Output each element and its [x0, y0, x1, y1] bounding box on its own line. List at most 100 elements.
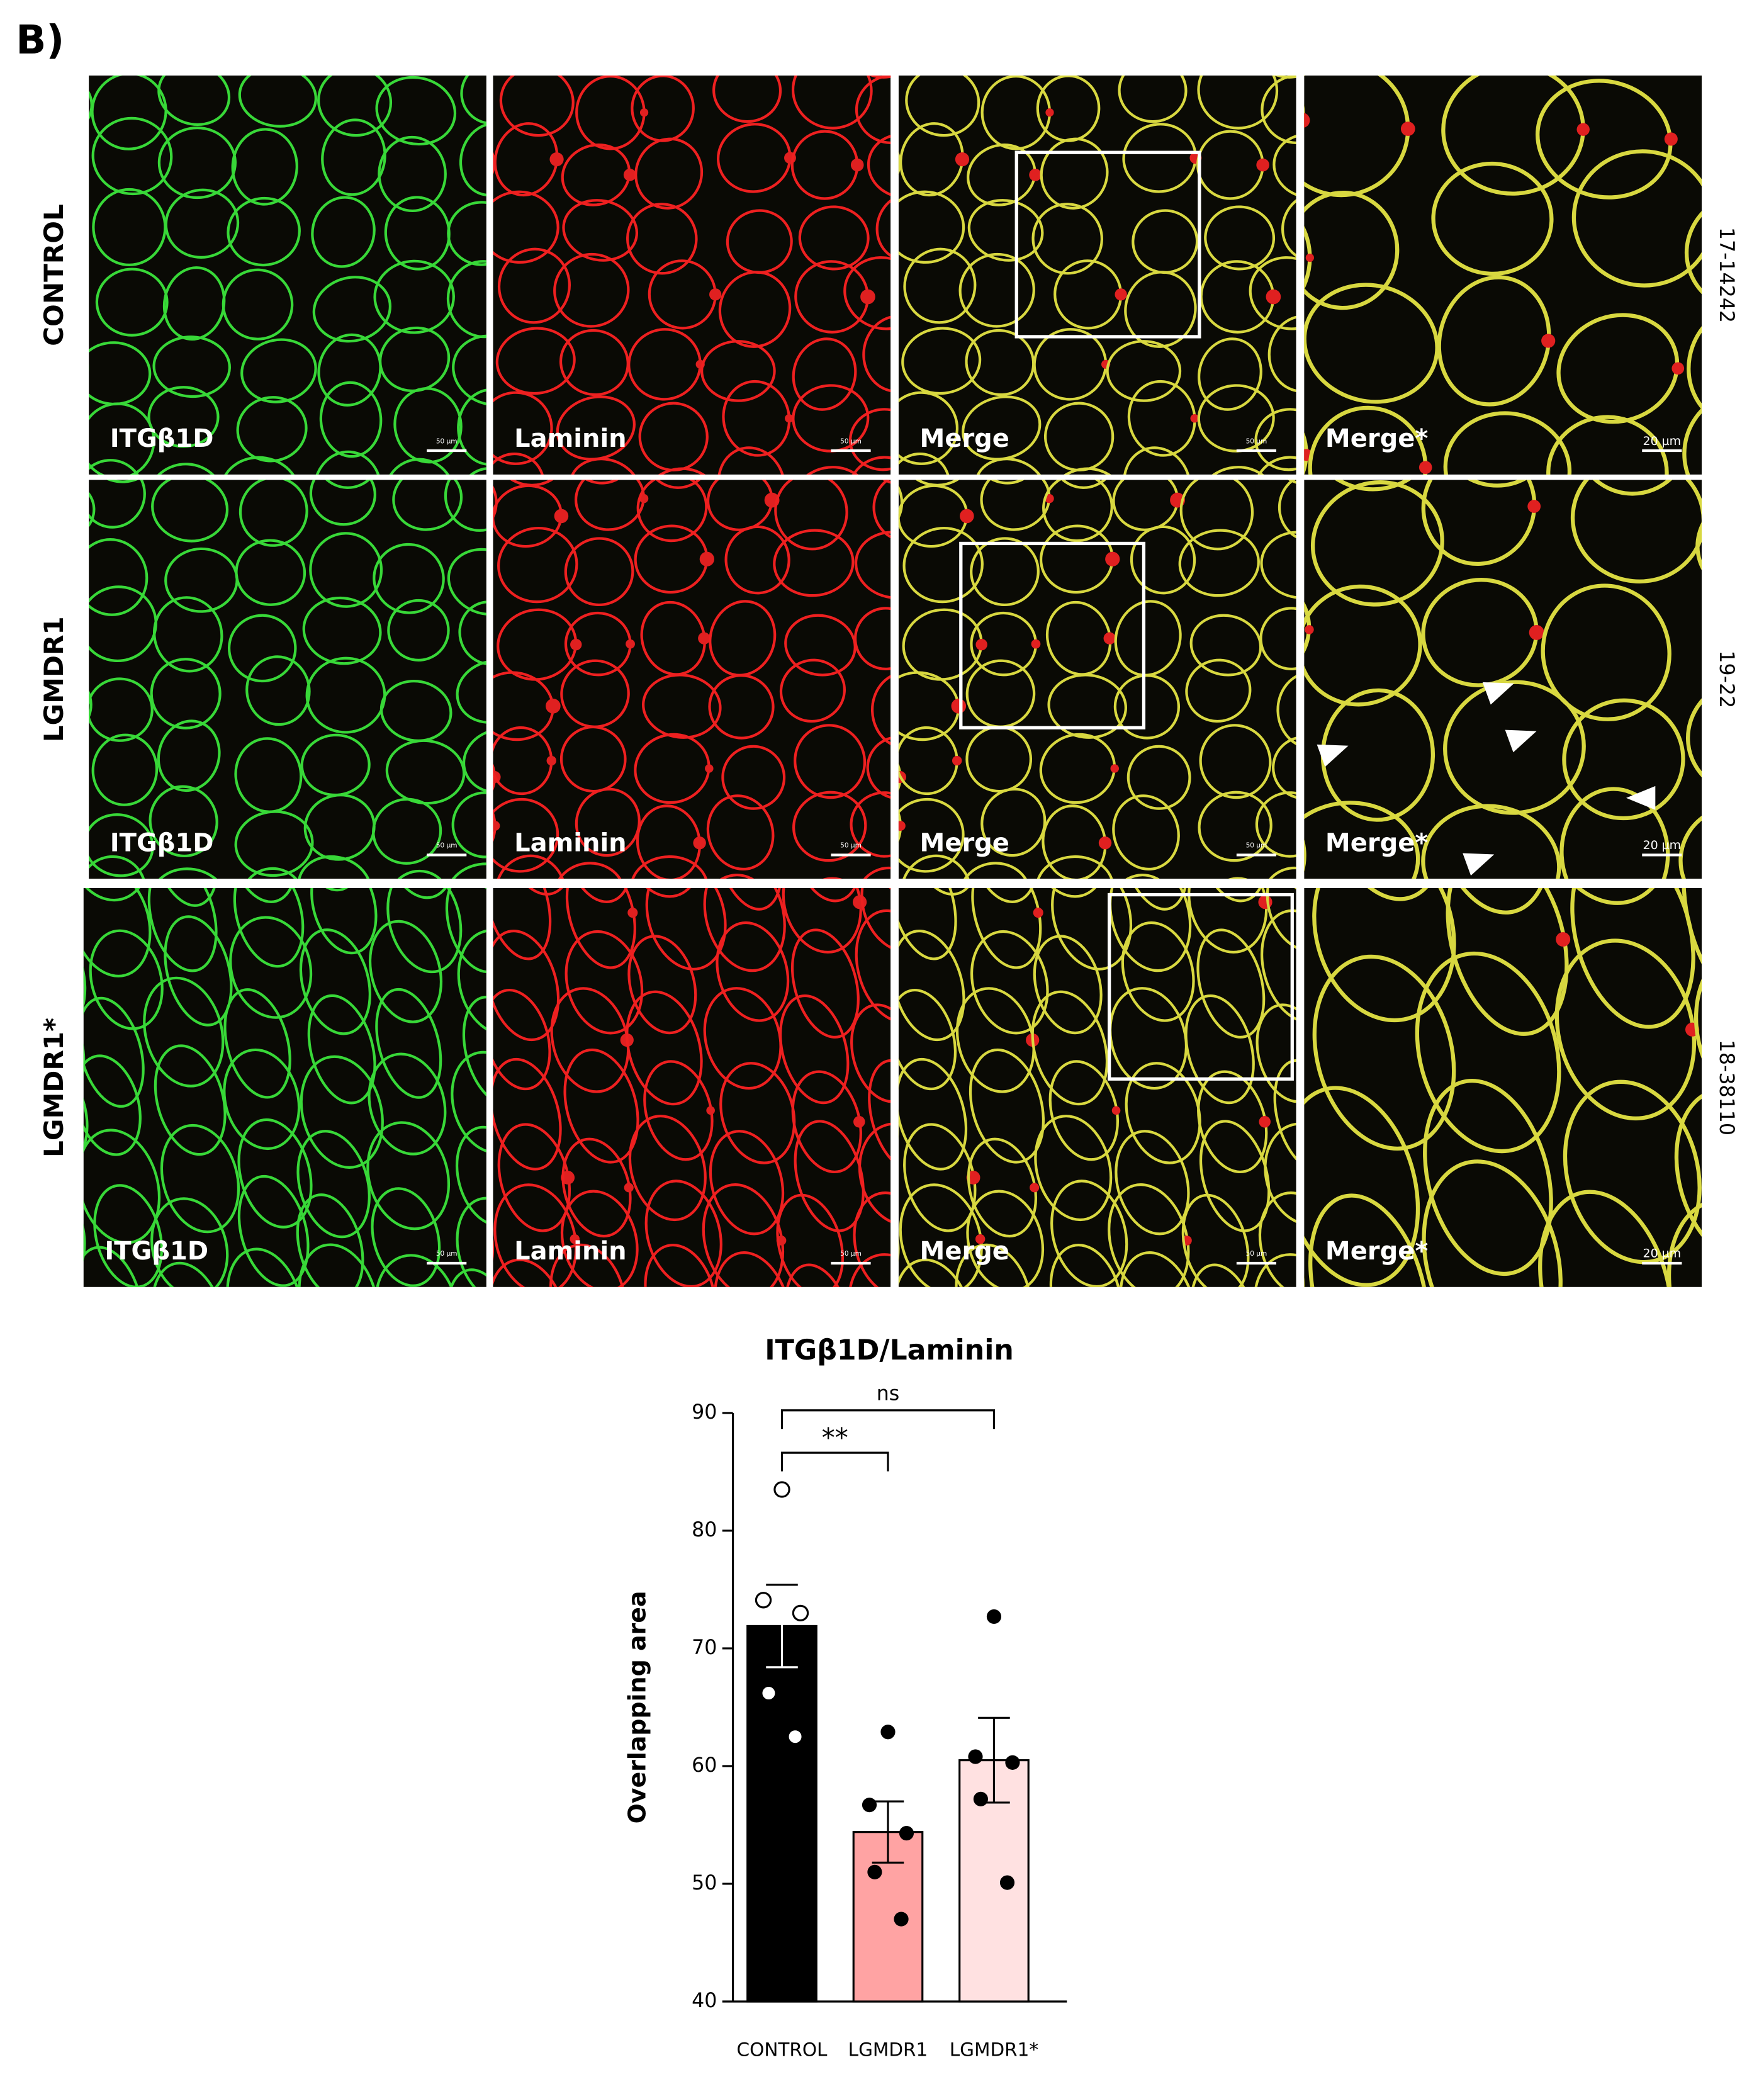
fiber-outline	[295, 887, 362, 892]
fiber-outline	[1312, 887, 1456, 1023]
fiber-outline	[83, 1178, 86, 1287]
fiber-outline	[497, 247, 571, 324]
fiber-outline	[782, 887, 862, 954]
fiber-outline	[458, 600, 486, 666]
interstitial	[1305, 625, 1314, 634]
fiber-outline	[236, 396, 308, 463]
fiber-outline	[1126, 745, 1191, 810]
fiber-outline	[902, 526, 984, 604]
interstitial	[1266, 289, 1281, 305]
fiber-outline	[1199, 260, 1275, 334]
channel-label: Laminin	[514, 829, 627, 858]
channel-label: Merge	[920, 829, 1009, 858]
fiber-outline	[309, 532, 383, 608]
fiber-outline	[1096, 0, 1186, 72]
fiber-outline	[444, 862, 486, 879]
interstitial	[1529, 624, 1544, 640]
fiber-outline	[240, 867, 305, 879]
fiber-outline	[462, 728, 486, 794]
fiber-outline	[91, 76, 167, 150]
micrograph	[493, 887, 891, 1287]
interstitial	[1111, 1106, 1121, 1115]
micrograph	[493, 480, 891, 879]
fiber-outline	[1033, 328, 1108, 401]
fiber-outline	[703, 987, 782, 1090]
fiber-outline	[240, 338, 317, 403]
interstitial	[914, 33, 929, 47]
interstitial	[1027, 26, 1036, 36]
interstitial	[850, 158, 864, 172]
fiber-outline	[231, 128, 298, 206]
fiber-outline	[308, 0, 384, 72]
fiber-outline	[898, 797, 965, 873]
fiber-outline	[83, 1129, 161, 1244]
interstitial	[1115, 288, 1127, 301]
fiber-outline	[321, 118, 386, 196]
fiber-outline	[716, 921, 790, 1022]
fiber-outline	[486, 0, 566, 72]
fiber-outline	[898, 126, 901, 195]
micrograph	[6, 0, 486, 475]
fiber-outline	[386, 887, 463, 974]
fiber-outline	[459, 122, 486, 197]
fiber-outline	[644, 1180, 722, 1287]
interstitial	[960, 509, 974, 524]
fiber-outline	[967, 1137, 1038, 1238]
interstitial	[1031, 639, 1041, 649]
micrograph	[895, 887, 1296, 1315]
data-point	[999, 1875, 1015, 1890]
fiber-outline	[147, 386, 220, 448]
fiber-outline	[313, 450, 382, 475]
fiber-outline	[640, 600, 706, 676]
fiber-outline	[1261, 909, 1296, 1023]
fiber-outline	[1571, 149, 1702, 288]
fiber-outline	[1197, 0, 1277, 77]
fiber-outline	[1310, 480, 1444, 607]
fiber-outline	[561, 143, 631, 206]
fiber-outline	[223, 988, 291, 1099]
data-point	[787, 1728, 804, 1745]
interstitial	[895, 1305, 904, 1315]
fiber-outline	[296, 1130, 371, 1239]
fiber-outline	[1684, 189, 1702, 314]
fiber-outline	[4, 396, 67, 461]
channel-label: ITGβ1D	[110, 424, 214, 453]
fiber-outline	[493, 480, 572, 487]
interstitial	[1014, 34, 1026, 47]
fiber-outline	[1130, 525, 1196, 595]
fiber-outline	[965, 659, 1036, 728]
fiber-outline	[157, 127, 237, 200]
fiber-outline	[1204, 205, 1276, 271]
data-point	[773, 1481, 790, 1498]
fiber-outline	[300, 1055, 384, 1169]
interstitial	[1098, 836, 1112, 850]
fiber-outline	[1047, 673, 1127, 739]
fiber-outline	[870, 671, 891, 750]
fiber-outline	[6, 128, 70, 198]
fiber-outline	[1695, 488, 1702, 600]
fiber-outline	[1312, 954, 1456, 1151]
fiber-outline	[310, 887, 378, 955]
fiber-outline	[564, 537, 634, 607]
fiber-outline	[898, 1258, 972, 1287]
fiber-outline	[706, 794, 775, 870]
fiber-outline	[1276, 671, 1296, 750]
fiber-outline	[222, 268, 294, 341]
fiber-outline	[1181, 1193, 1250, 1287]
fiber-outline	[226, 1247, 304, 1287]
fiber-outline	[1115, 1130, 1190, 1236]
fiber-outline	[790, 466, 872, 475]
panel-label: B)	[16, 16, 64, 63]
fiber-outline	[1304, 283, 1439, 404]
fiber-outline	[400, 0, 478, 70]
fiber-outline	[1040, 137, 1109, 210]
fiber-outline	[89, 855, 147, 879]
interstitial	[785, 414, 794, 423]
fiber-outline	[89, 813, 154, 877]
fiber-outline	[784, 1263, 851, 1287]
fiber-outline	[1261, 76, 1296, 145]
fiber-outline	[955, 1243, 1032, 1287]
interstitial	[546, 698, 561, 714]
significance-label: ns	[877, 1382, 899, 1405]
channel-label: ITGβ1D	[104, 1237, 208, 1266]
